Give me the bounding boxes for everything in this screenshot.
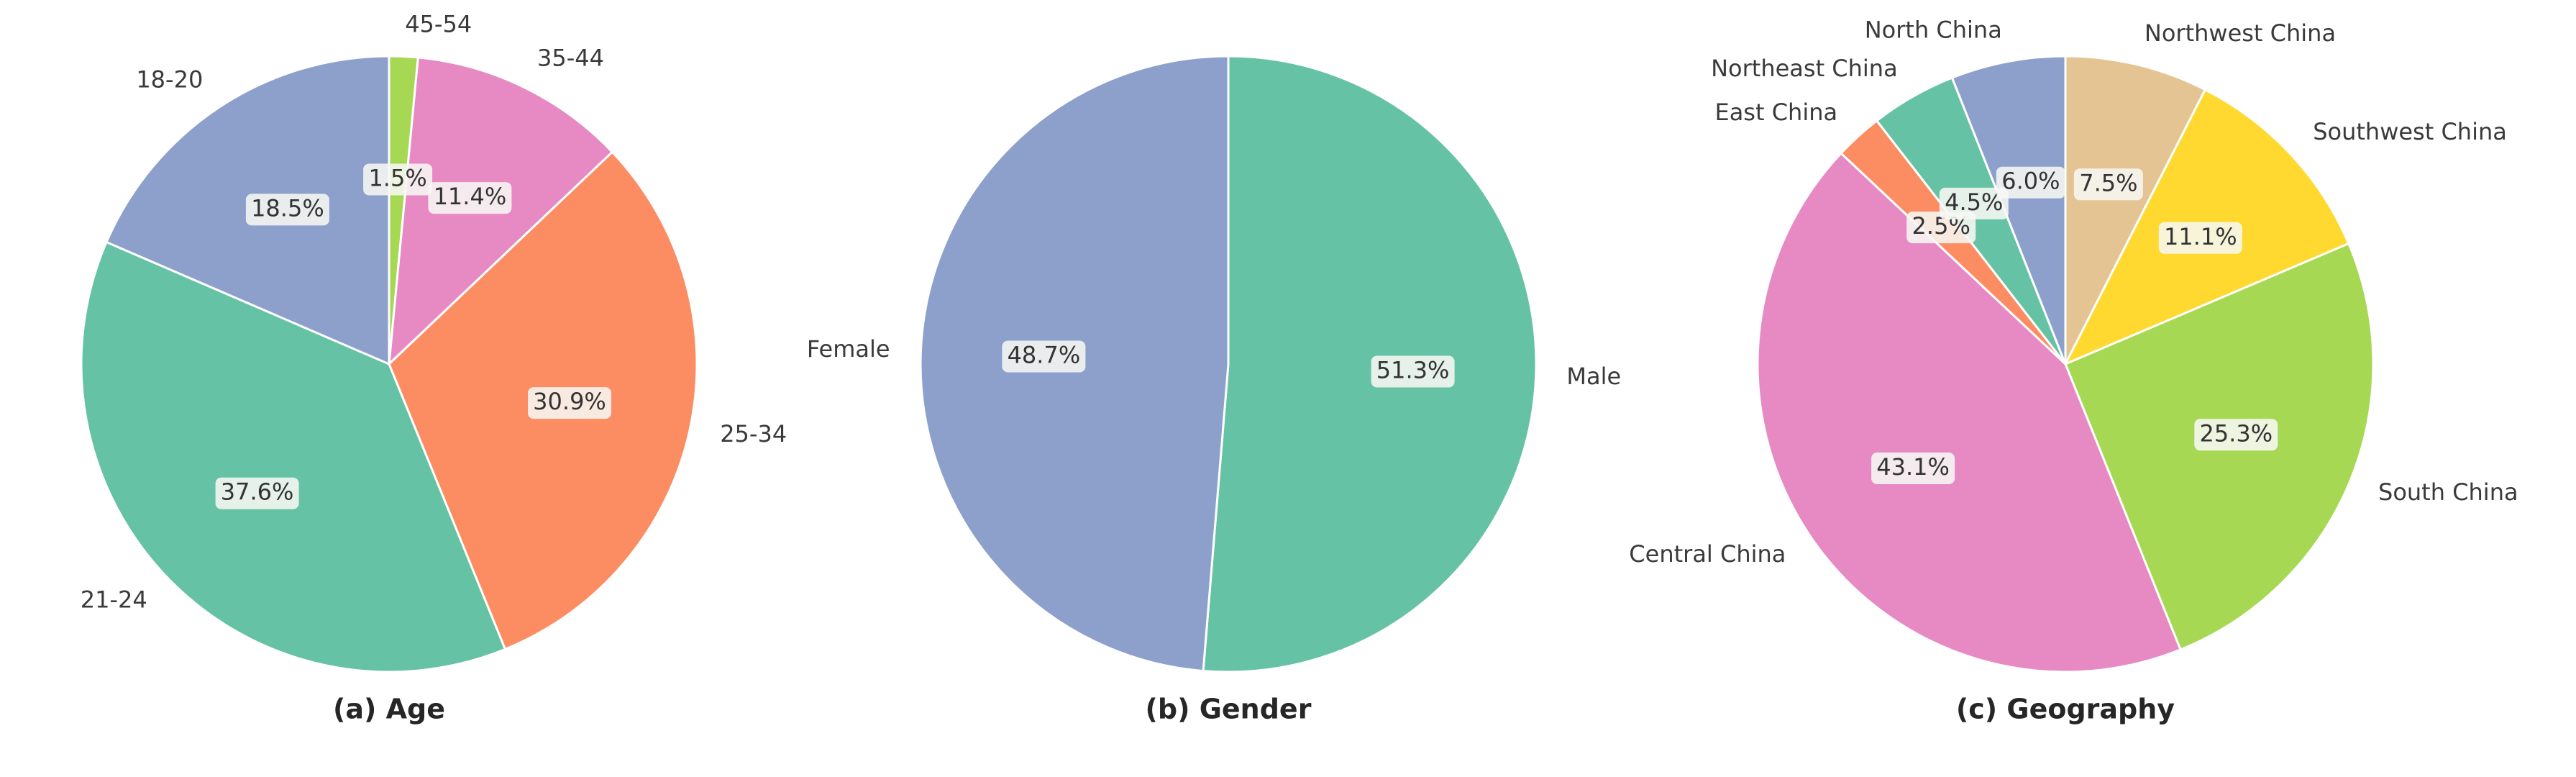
- geo-east-china-percent-box: [1906, 212, 1976, 244]
- geo-north-china-label: North China: [1865, 17, 2002, 44]
- gender-female-label: Female: [807, 335, 890, 363]
- panel-title-0: (a) Age: [333, 694, 445, 725]
- gender-female-percent-box: [1002, 340, 1086, 373]
- geo-southwest-china-percent-box: [2158, 222, 2242, 254]
- geo-central-china-slice: [1756, 152, 2182, 673]
- geo-northeast-china-percent: 4.5%: [1939, 187, 2009, 219]
- geo-northwest-china-slice: [2064, 55, 2206, 365]
- geo-central-china-percent: 43.1%: [1871, 453, 1955, 484]
- age-45-54-percent-text: 1.5%: [368, 165, 426, 192]
- geo-south-china-percent: 25.3%: [2194, 419, 2278, 451]
- age-pie-panel: 45-54 35-44 25-34 21-24 18-20 1.5% 11.4% 30.9% 3…: [80, 11, 787, 725]
- gender-male-slice: [1202, 55, 1538, 673]
- age-18-20-percent-box: [245, 194, 329, 226]
- age-18-20-percent: 18.5%: [245, 194, 329, 226]
- geo-central-china-label: Central China: [1629, 540, 1786, 568]
- age-18-20-label: 18-20: [136, 66, 203, 94]
- age-21-24-label: 21-24: [81, 586, 147, 614]
- geo-north-china-percent-box: [1996, 166, 2065, 199]
- panel-title-2: (c) Geography: [1956, 694, 2175, 725]
- panel-title-1: (b) Gender: [1146, 694, 1312, 725]
- geo-east-china-label: East China: [1714, 99, 1837, 126]
- geo-northwest-china-percent-text: 7.5%: [2079, 169, 2137, 196]
- gender-male-percent-text: 51.3%: [1376, 357, 1450, 384]
- geo-north-china-percent: 6.0%: [1996, 166, 2065, 199]
- geo-northwest-china-label: Northwest China: [2145, 19, 2336, 47]
- geo-northeast-china-label: Northeast China: [1711, 55, 1898, 82]
- age-25-34-percent-box: [528, 387, 611, 419]
- gender-female-percent-text: 48.7%: [1008, 342, 1081, 369]
- gender-male-percent: 51.3%: [1371, 355, 1455, 388]
- age-18-20-percent-text: 18.5%: [251, 194, 324, 222]
- geo-northeast-china-percent-text: 4.5%: [1945, 188, 2003, 216]
- geo-north-china-percent-text: 6.0%: [2001, 168, 2060, 195]
- geo-southwest-china-percent-text: 11.1%: [2164, 223, 2237, 250]
- gender-male-label: Male: [1566, 363, 1621, 390]
- geo-central-china-percent-box: [1871, 453, 1955, 484]
- age-21-24-slice: [80, 240, 506, 673]
- age-21-24-percent-text: 37.6%: [221, 478, 294, 506]
- age-35-44-percent: 11.4%: [428, 182, 512, 214]
- geo-southwest-china-percent: 11.1%: [2158, 222, 2242, 254]
- geo-northwest-china-percent-box: [2073, 168, 2143, 201]
- age-45-54-percent-box: [363, 163, 433, 196]
- geo-south-china-label: South China: [2378, 478, 2518, 506]
- geography-pie-panel: Northwest China Southwest China South Chin…: [1629, 17, 2518, 725]
- geo-central-china-percent-text: 43.1%: [1876, 453, 1950, 481]
- gender-female-percent: 48.7%: [1002, 340, 1086, 373]
- gender-male-percent-box: [1371, 355, 1455, 388]
- geo-south-china-percent-box: [2194, 419, 2278, 451]
- age-21-24-percent: 37.6%: [215, 477, 299, 509]
- geo-northwest-china-percent: 7.5%: [2073, 168, 2143, 201]
- age-35-44-percent-text: 11.4%: [434, 183, 507, 210]
- age-45-54-label: 45-54: [405, 11, 472, 38]
- age-25-34-label: 25-34: [720, 420, 787, 447]
- gender-pie-panel: Male Female 51.3% 48.7% (b) Gender: [807, 55, 1621, 725]
- geo-northeast-china-percent-box: [1939, 187, 2009, 219]
- age-35-44-label: 35-44: [537, 45, 604, 72]
- age-25-34-percent: 30.9%: [528, 387, 611, 419]
- geo-north-china-slice: [1950, 55, 2067, 365]
- age-45-54-percent: 1.5%: [363, 163, 433, 196]
- geo-south-china-percent-text: 25.3%: [2199, 419, 2273, 447]
- age-25-34-percent-text: 30.9%: [533, 388, 606, 415]
- age-21-24-percent-box: [215, 477, 299, 509]
- age-35-44-percent-box: [428, 182, 512, 214]
- geo-southwest-china-label: Southwest China: [2313, 118, 2507, 145]
